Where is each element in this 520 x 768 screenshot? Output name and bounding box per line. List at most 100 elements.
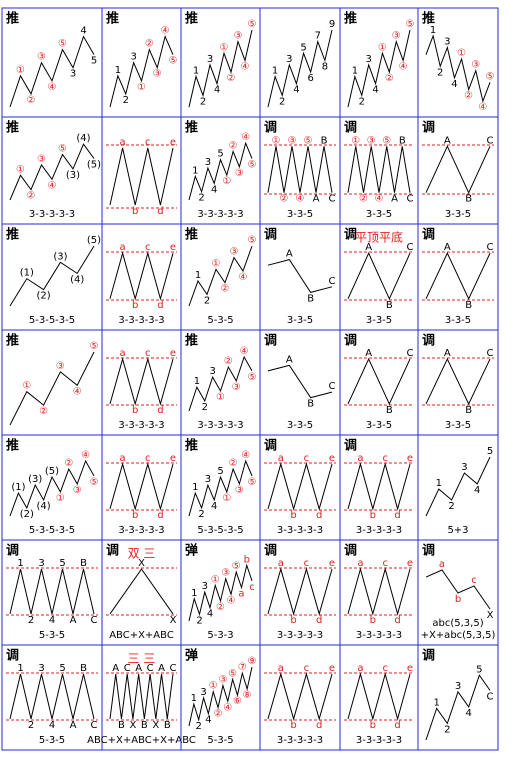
wave-label: ① [137, 82, 146, 93]
wave-label: B [321, 135, 328, 146]
wave-label: ③ [37, 154, 46, 165]
wave-label: c [382, 453, 388, 464]
wave-label: a [278, 558, 284, 569]
wave-label: 1 [17, 558, 23, 569]
wave-label: X [170, 615, 177, 626]
wave-label: ⑤ [248, 19, 257, 30]
wave-label: ④ [81, 450, 90, 461]
wave-label: c [304, 453, 310, 464]
wave-label: A [444, 242, 451, 253]
wave-label: 1 [433, 697, 439, 708]
cell-tag: 调 [264, 121, 277, 136]
wave-label: ① [272, 135, 281, 146]
wave-label: X [138, 558, 145, 569]
wave-label: 5 [487, 446, 493, 457]
wave-label: e [329, 663, 335, 674]
pattern-cell: 1 2 3 4 ① ② ③ ④ ⑤ 推 [339, 7, 419, 118]
wave-label: d [394, 615, 400, 626]
wave-label: b [132, 405, 138, 416]
wave-label: 2 [196, 615, 202, 626]
wave-label: ④ [241, 61, 250, 72]
wave-label: ② [145, 39, 154, 50]
wave-label: B [164, 720, 171, 731]
wave-label: C [91, 720, 98, 731]
wave-line [188, 563, 253, 622]
wave-label: 2 [28, 615, 34, 626]
cell-caption: 5+3 [447, 525, 468, 536]
pattern-cell: a b c d e 调 3-3-3-3-3 [259, 539, 341, 646]
wave-label: 3 [455, 681, 461, 692]
wave-label: ② [214, 708, 223, 719]
cell-border [417, 644, 499, 751]
wave-label: 7 [315, 31, 321, 42]
wave-label: ⑧ [243, 690, 252, 701]
wave-label: 3 [200, 687, 206, 698]
wave-label: c [304, 663, 310, 674]
cell-tag: 弹 [185, 543, 198, 559]
wave-label: c [145, 348, 151, 359]
cell-caption: 3-3-5 [445, 315, 471, 326]
wave-label: b [132, 510, 138, 521]
wave-label: b [132, 206, 138, 217]
wave-line [267, 567, 333, 616]
wave-label: 4 [211, 184, 217, 195]
wave-label: a [120, 348, 126, 359]
wave-label: ② [385, 73, 394, 84]
wave-line [347, 146, 411, 193]
wave-label: C [407, 194, 414, 205]
cell-caption: 3-3-5 [287, 420, 313, 431]
wave-line [9, 673, 95, 720]
cell-note: 三 三 [128, 652, 156, 666]
cell-caption: +X+abc(5,3,5) [421, 630, 496, 641]
wave-label: ⑤ [248, 372, 257, 383]
cell-caption: 3-3-3-3-3 [29, 209, 75, 220]
wave-label: a [357, 663, 363, 674]
wave-label: ② [27, 191, 36, 202]
wave-label: ⑤ [58, 144, 67, 155]
cell-caption: 3-3-3-3-3 [277, 735, 323, 746]
wave-line [188, 245, 253, 307]
wave-label: 3 [205, 157, 211, 168]
wave-label: ④ [296, 194, 305, 205]
cell-tag: 推 [6, 438, 19, 454]
cell-tag: 调 [344, 121, 357, 136]
wave-label: 4 [474, 485, 480, 496]
wave-label: 1 [193, 66, 199, 77]
wave-label: ③ [153, 69, 162, 80]
wave-label: A [391, 194, 398, 205]
cell-tag: 调 [264, 334, 277, 349]
wave-label: 4 [211, 501, 217, 512]
wave-label: B [307, 399, 314, 410]
wave-label: ④ [161, 26, 170, 37]
wave-label: b [370, 510, 376, 521]
wave-label: ① [212, 258, 221, 269]
wave-label: ① [351, 135, 360, 146]
wave-label: (2) [37, 291, 51, 302]
wave-label: ③ [234, 31, 243, 42]
cell-tag: 弹 [185, 648, 198, 664]
cell-caption: 3-3-3-3-3 [118, 525, 164, 536]
wave-label: e [329, 453, 335, 464]
wave-label: 2 [279, 96, 285, 107]
wave-label: 2 [200, 96, 206, 107]
pattern-cell: 1 2 3 4 ① ② ③ ④ ⑤ 推 [417, 7, 499, 118]
wave-label: ② [229, 140, 238, 151]
wave-line [9, 351, 95, 426]
cell-caption: 3-3-3-3-3 [356, 525, 402, 536]
wave-label: C [147, 663, 154, 674]
cell-tag: 推 [6, 227, 19, 243]
wave-line [9, 143, 95, 201]
wave-line [425, 252, 491, 300]
wave-label: 1 [115, 65, 121, 76]
wave-label: B [399, 135, 406, 146]
wave-label: (1) [11, 482, 25, 493]
wave-label: ④ [478, 102, 487, 113]
wave-line [267, 672, 333, 721]
wave-label: 2 [196, 721, 202, 732]
pattern-cell: ① ② ③ ④ ⑤ (3) (4) (5) 推 3-3-3-3-3 [1, 116, 103, 225]
wave-label: 3 [38, 663, 44, 674]
wave-label: 2 [28, 720, 34, 731]
wave-label: ⑤ [90, 341, 99, 352]
wave-label: b [132, 300, 138, 311]
wave-label: 1 [192, 482, 198, 493]
